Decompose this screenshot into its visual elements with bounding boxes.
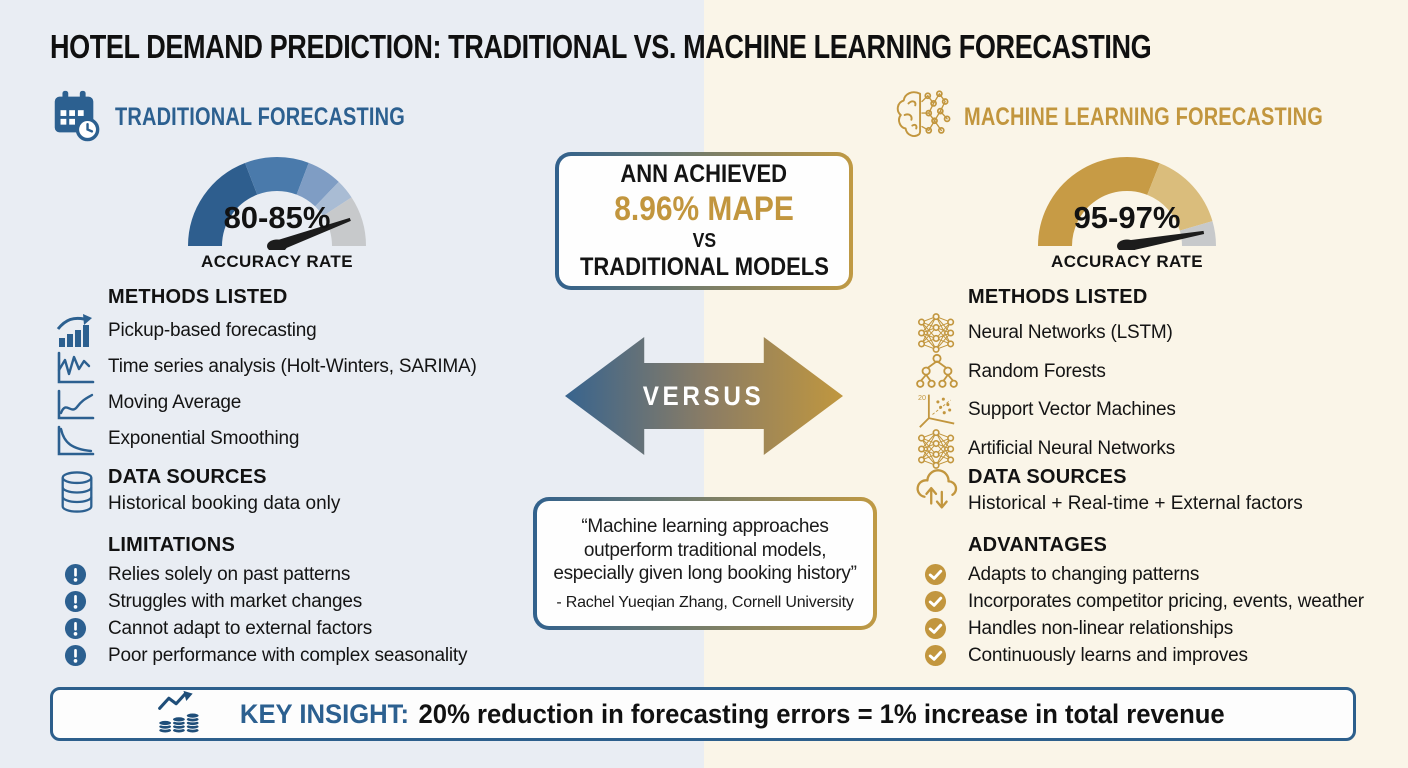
advantage-label: Incorporates competitor pricing, events,… — [968, 590, 1364, 612]
quote-attribution: - Rachel Yueqian Zhang, Cornell Universi… — [556, 593, 854, 611]
exclamation-circle-icon — [48, 644, 108, 667]
traditional-section-header: TRADITIONAL FORECASTING — [48, 88, 477, 147]
exponential-smoothing-icon — [48, 421, 108, 457]
traditional-methods-section: METHODS LISTED Pickup-based forecasting … — [48, 286, 477, 457]
ml-accuracy-value: 95-97% — [1073, 200, 1181, 235]
method-item: Neural Networks (LSTM) — [908, 313, 1176, 353]
page-title: HOTEL DEMAND PREDICTION: TRADITIONAL VS.… — [50, 28, 1152, 65]
bar-chart-trend-icon — [48, 313, 108, 349]
method-label: Artificial Neural Networks — [968, 438, 1176, 459]
method-item: Pickup-based forecasting — [48, 313, 477, 349]
traditional-data-sources-heading: DATA SOURCES — [108, 466, 267, 488]
key-insight-banner: KEY INSIGHT: 20% reduction in forecastin… — [50, 687, 1356, 741]
ml-header-label: MACHINE LEARNING FORECASTING — [964, 103, 1323, 131]
limitations-heading: LIMITATIONS — [108, 534, 235, 556]
traditional-data-sources-text: Historical booking data only — [108, 493, 341, 514]
ml-data-sources-heading: DATA SOURCES — [968, 466, 1127, 488]
limitation-label: Poor performance with complex seasonalit… — [108, 644, 468, 666]
traditional-gauge-caption: ACCURACY RATE — [201, 252, 353, 271]
highlight-mape-value: 8.96% MAPE — [614, 190, 794, 228]
calendar-clock-icon — [48, 88, 102, 147]
ml-data-sources-section: DATA SOURCES Historical + Real-time + Ex… — [908, 466, 1303, 515]
advantage-label: Handles non-linear relationships — [968, 617, 1234, 639]
key-insight-statement: 20% reduction in forecasting errors = 1%… — [418, 698, 1225, 729]
highlight-line4: TRADITIONAL MODELS — [579, 253, 829, 281]
method-item: Artificial Neural Networks — [908, 429, 1176, 469]
coins-growth-icon — [156, 690, 200, 739]
limitation-item: Relies solely on past patterns — [48, 561, 467, 588]
method-label: Support Vector Machines — [968, 399, 1176, 420]
advantage-label: Adapts to changing patterns — [968, 563, 1200, 585]
versus-arrow: VERSUS — [565, 337, 843, 455]
random-forest-icon — [908, 353, 968, 391]
method-item: 20 Support Vector Machines — [908, 391, 1176, 429]
ml-methods-section: METHODS LISTED Neural Networks (LSTM) — [908, 286, 1176, 469]
method-label: Moving Average — [108, 392, 242, 413]
method-label: Random Forests — [968, 361, 1106, 382]
quote-box: “Machine learning approaches outperform … — [533, 497, 877, 630]
advantages-heading: ADVANTAGES — [968, 534, 1108, 556]
advantages-section: ADVANTAGES Adapts to changing patterns I… — [908, 534, 1364, 669]
time-series-icon — [48, 349, 108, 385]
ml-gauge-caption: ACCURACY RATE — [1051, 252, 1203, 271]
limitation-item: Cannot adapt to external factors — [48, 615, 467, 642]
advantage-label: Continuously learns and improves — [968, 644, 1248, 666]
svm-plot-icon: 20 — [908, 391, 968, 429]
highlight-line1: ANN ACHIEVED — [620, 160, 788, 188]
artificial-neural-network-icon — [908, 429, 968, 469]
ml-methods-heading: METHODS LISTED — [968, 286, 1148, 308]
limitations-section: LIMITATIONS Relies solely on past patter… — [48, 534, 468, 669]
limitation-label: Cannot adapt to external factors — [108, 617, 372, 639]
advantage-item: Continuously learns and improves — [908, 642, 1364, 669]
traditional-accuracy-gauge: 80-85% — [177, 146, 377, 250]
database-icon — [56, 468, 98, 521]
key-insight-prefix: KEY INSIGHT: — [239, 698, 409, 729]
method-label: Exponential Smoothing — [108, 428, 300, 449]
ann-mape-highlight-box: ANN ACHIEVED 8.96% MAPE VS TRADITIONAL M… — [555, 152, 853, 290]
highlight-line3: VS — [692, 230, 716, 252]
moving-average-icon — [48, 385, 108, 421]
check-circle-icon — [908, 617, 968, 640]
versus-label: VERSUS — [643, 380, 765, 411]
svg-text:20: 20 — [918, 393, 926, 402]
method-item: Exponential Smoothing — [48, 421, 477, 457]
traditional-methods-heading: METHODS LISTED — [108, 286, 288, 308]
ml-section-header: MACHINE LEARNING FORECASTING — [893, 88, 1408, 147]
check-circle-icon — [908, 644, 968, 667]
cloud-sync-icon — [912, 468, 962, 519]
traditional-accuracy-value: 80-85% — [223, 200, 331, 235]
neural-network-icon — [908, 313, 968, 353]
method-item: Moving Average — [48, 385, 477, 421]
exclamation-circle-icon — [48, 617, 108, 640]
ml-data-sources-text: Historical + Real-time + External factor… — [968, 493, 1303, 514]
brain-network-icon — [893, 88, 951, 147]
method-label: Pickup-based forecasting — [108, 320, 317, 341]
method-label: Time series analysis (Holt-Winters, SARI… — [108, 356, 477, 377]
traditional-data-sources-section: DATA SOURCES Historical booking data onl… — [48, 466, 340, 515]
advantage-item: Incorporates competitor pricing, events,… — [908, 588, 1364, 615]
ml-accuracy-gauge: 95-97% — [1027, 146, 1227, 250]
exclamation-circle-icon — [48, 563, 108, 586]
exclamation-circle-icon — [48, 590, 108, 613]
key-insight-text: KEY INSIGHT: 20% reduction in forecastin… — [240, 699, 1225, 730]
method-item: Random Forests — [908, 353, 1176, 391]
method-label: Neural Networks (LSTM) — [968, 322, 1173, 343]
traditional-header-label: TRADITIONAL FORECASTING — [115, 103, 405, 131]
advantage-item: Adapts to changing patterns — [908, 561, 1364, 588]
limitation-label: Relies solely on past patterns — [108, 563, 351, 585]
limitation-item: Struggles with market changes — [48, 588, 467, 615]
limitation-label: Struggles with market changes — [108, 590, 362, 612]
check-circle-icon — [908, 563, 968, 586]
quote-text: “Machine learning approaches outperform … — [553, 516, 857, 585]
method-item: Time series analysis (Holt-Winters, SARI… — [48, 349, 477, 385]
limitation-item: Poor performance with complex seasonalit… — [48, 642, 468, 669]
check-circle-icon — [908, 590, 968, 613]
advantage-item: Handles non-linear relationships — [908, 615, 1364, 642]
